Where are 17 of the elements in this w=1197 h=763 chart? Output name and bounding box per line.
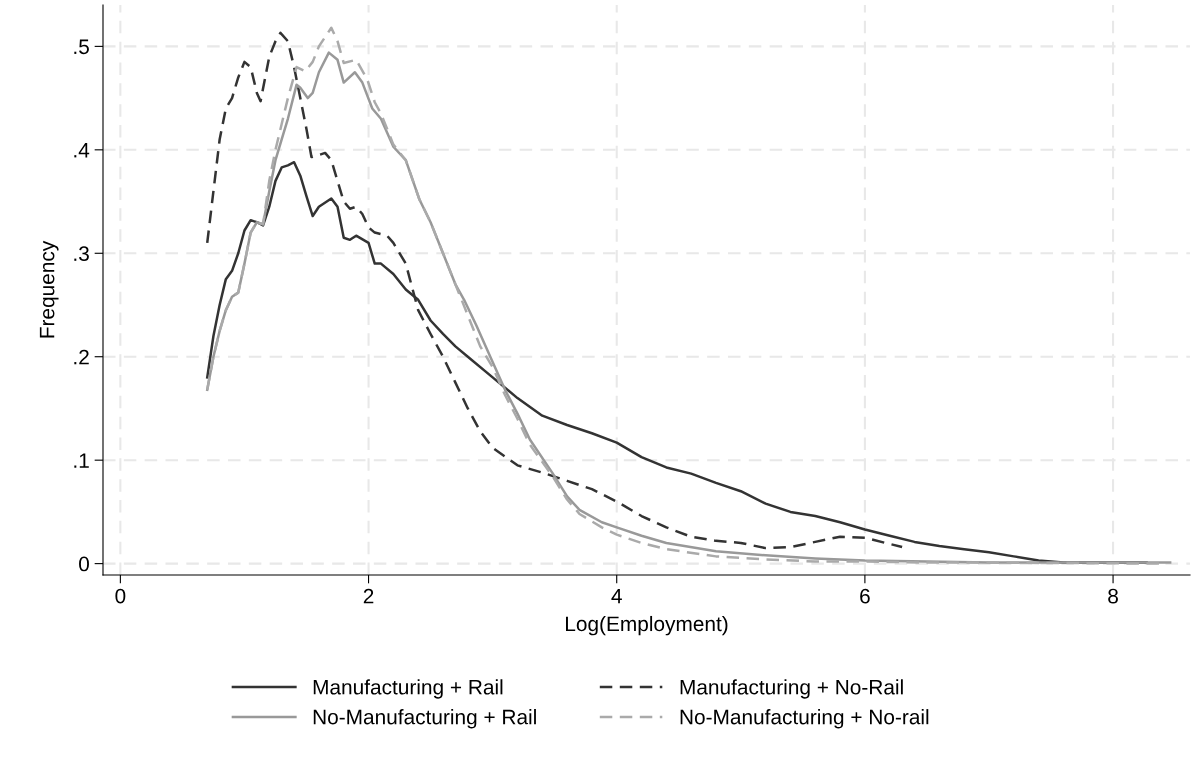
legend-label: No-Manufacturing + No-rail [680,709,929,729]
y-tick-label: .3 [74,246,89,262]
legend-label: No-Manufacturing + Rail [313,709,536,729]
x-tick-label: 6 [860,588,870,604]
y-tick-label: .5 [74,39,89,55]
y-tick-label: .2 [74,349,89,365]
y-tick-label: .4 [74,143,90,158]
y-tick-label: .1 [74,453,89,468]
x-tick-label: 4 [611,588,622,604]
x-tick-label: 2 [363,588,374,604]
x-tick-label: 0 [115,588,126,604]
legend-label: Manufacturing + No-Rail [680,679,903,699]
x-tick-label: 8 [1108,588,1118,604]
legend-label: Manufacturing + Rail [313,679,503,699]
y-tick-label: 0 [79,556,89,572]
y-axis-title: Frequency [39,240,59,338]
x-axis-title: Log(Employment) [566,615,728,636]
